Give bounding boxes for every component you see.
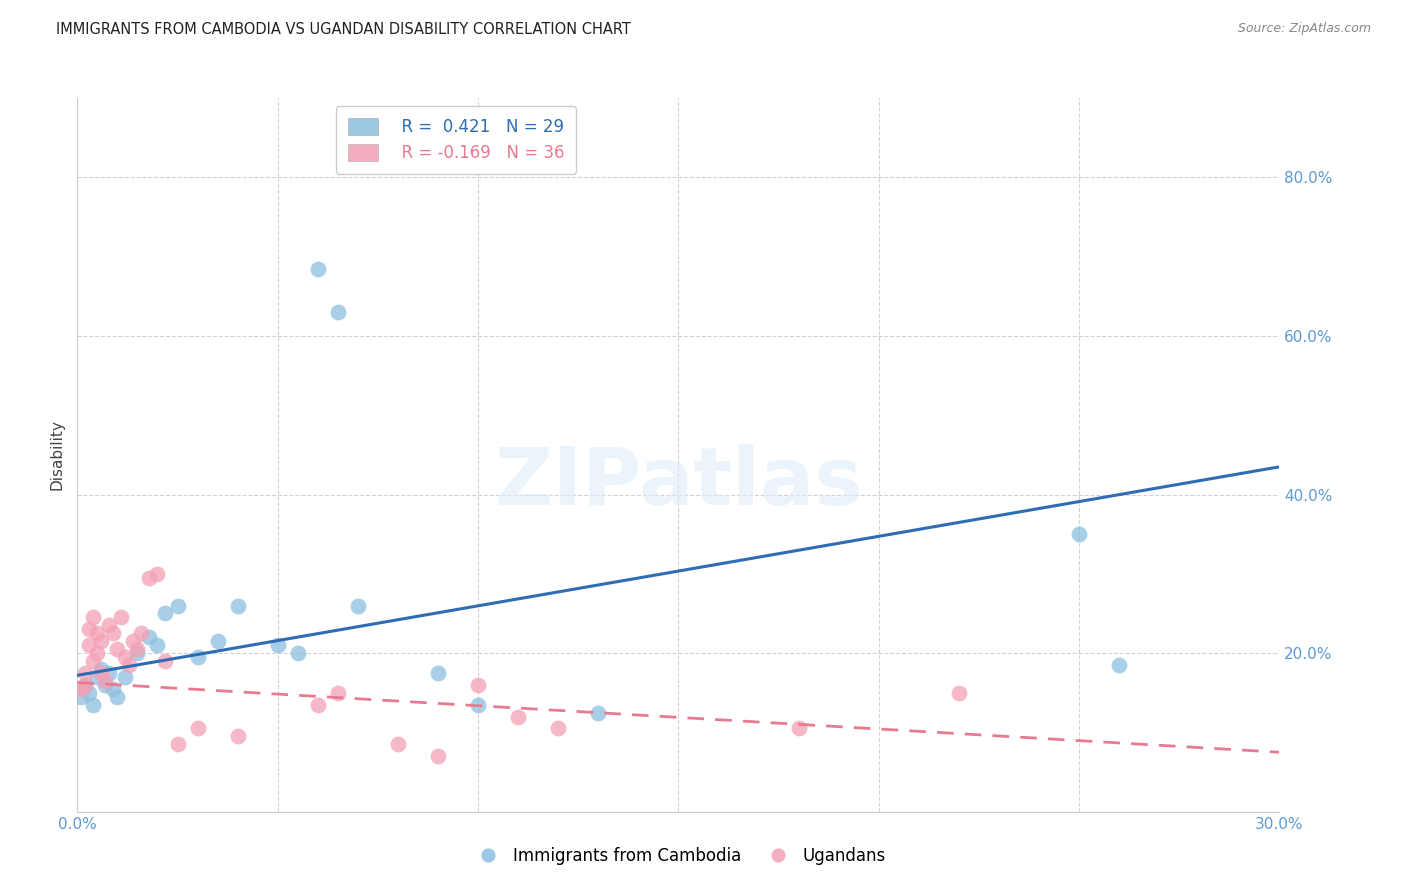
Point bbox=[70, 681, 93, 696]
Point bbox=[508, 709, 530, 723]
Point bbox=[166, 737, 188, 751]
Point bbox=[82, 698, 104, 712]
Point bbox=[131, 626, 153, 640]
Point bbox=[326, 686, 349, 700]
Point bbox=[122, 634, 145, 648]
Point bbox=[103, 681, 125, 696]
Point bbox=[98, 665, 121, 680]
Point bbox=[107, 642, 129, 657]
Point bbox=[94, 678, 117, 692]
Point bbox=[307, 698, 329, 712]
Point bbox=[467, 698, 489, 712]
Point bbox=[86, 670, 108, 684]
Point bbox=[547, 722, 569, 736]
Point bbox=[387, 737, 409, 751]
Point bbox=[110, 610, 132, 624]
Point bbox=[79, 686, 101, 700]
Point bbox=[138, 630, 160, 644]
Point bbox=[114, 650, 136, 665]
Point bbox=[138, 571, 160, 585]
Point bbox=[187, 650, 209, 665]
Point bbox=[166, 599, 188, 613]
Point bbox=[1108, 658, 1130, 673]
Point bbox=[127, 642, 149, 657]
Point bbox=[187, 722, 209, 736]
Point bbox=[146, 566, 169, 581]
Point bbox=[79, 623, 101, 637]
Point bbox=[82, 654, 104, 668]
Point bbox=[86, 626, 108, 640]
Text: ZIPatlas: ZIPatlas bbox=[495, 444, 862, 523]
Point bbox=[94, 673, 117, 688]
Point bbox=[1069, 527, 1091, 541]
Point bbox=[75, 665, 97, 680]
Point bbox=[70, 690, 93, 704]
Point bbox=[427, 749, 450, 764]
Point bbox=[114, 670, 136, 684]
Point bbox=[307, 261, 329, 276]
Text: IMMIGRANTS FROM CAMBODIA VS UGANDAN DISABILITY CORRELATION CHART: IMMIGRANTS FROM CAMBODIA VS UGANDAN DISA… bbox=[56, 22, 631, 37]
Point bbox=[127, 646, 149, 660]
Point bbox=[347, 599, 370, 613]
Point bbox=[90, 634, 112, 648]
Point bbox=[75, 678, 97, 692]
Text: Source: ZipAtlas.com: Source: ZipAtlas.com bbox=[1237, 22, 1371, 36]
Point bbox=[226, 730, 249, 744]
Point bbox=[155, 654, 177, 668]
Point bbox=[588, 706, 610, 720]
Point bbox=[787, 722, 810, 736]
Point bbox=[155, 607, 177, 621]
Point bbox=[75, 678, 97, 692]
Point bbox=[107, 690, 129, 704]
Point bbox=[326, 305, 349, 319]
Y-axis label: Disability: Disability bbox=[49, 419, 65, 491]
Point bbox=[207, 634, 229, 648]
Point bbox=[82, 610, 104, 624]
Point bbox=[98, 618, 121, 632]
Point bbox=[287, 646, 309, 660]
Point bbox=[427, 665, 450, 680]
Point bbox=[86, 646, 108, 660]
Point bbox=[103, 626, 125, 640]
Point bbox=[90, 665, 112, 680]
Point bbox=[118, 658, 141, 673]
Point bbox=[90, 662, 112, 676]
Legend: Immigrants from Cambodia, Ugandans: Immigrants from Cambodia, Ugandans bbox=[464, 840, 893, 871]
Point bbox=[467, 678, 489, 692]
Point bbox=[146, 638, 169, 652]
Point bbox=[948, 686, 970, 700]
Point bbox=[267, 638, 290, 652]
Point bbox=[79, 638, 101, 652]
Point bbox=[226, 599, 249, 613]
